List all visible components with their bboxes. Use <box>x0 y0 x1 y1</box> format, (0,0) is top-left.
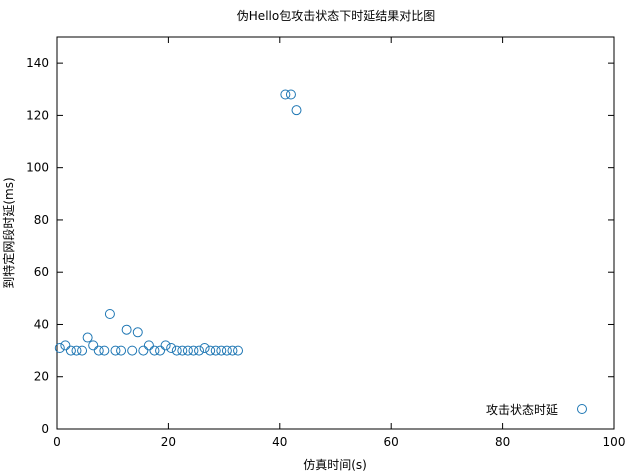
data-point <box>127 345 138 356</box>
data-point <box>291 105 302 116</box>
data-point <box>121 324 132 335</box>
y-tick-label: 20 <box>34 370 49 384</box>
x-tick-label: 0 <box>53 435 61 449</box>
data-point <box>205 345 216 356</box>
data-point <box>188 345 199 356</box>
data-point <box>160 340 171 351</box>
data-point <box>82 332 93 343</box>
data-point <box>143 340 154 351</box>
axis-ticks <box>56 37 615 430</box>
data-point <box>138 345 149 356</box>
legend: 攻击状态时延 <box>486 403 587 417</box>
data-point <box>132 327 143 338</box>
data-point <box>233 345 244 356</box>
data-point <box>54 342 65 353</box>
x-axis-label: 仿真时间(s) <box>303 458 367 472</box>
data-point <box>116 345 127 356</box>
data-point <box>216 345 227 356</box>
x-tick-label: 80 <box>495 435 510 449</box>
data-point <box>221 345 232 356</box>
data-point <box>110 345 121 356</box>
chart-title: 伪Hello包攻击状态下时延结果对比图 <box>237 9 435 23</box>
y-axis-label: 到特定网段时延(ms) <box>1 177 16 288</box>
x-tick-label: 20 <box>161 435 176 449</box>
plot-area-frame <box>56 36 615 430</box>
data-point <box>77 345 88 356</box>
data-point <box>60 340 71 351</box>
x-tick-label: 60 <box>384 435 399 449</box>
data-point <box>285 89 296 100</box>
data-points <box>54 89 302 356</box>
data-point <box>93 345 104 356</box>
data-point <box>71 345 82 356</box>
data-point <box>199 342 210 353</box>
data-point <box>88 340 99 351</box>
data-point <box>149 345 160 356</box>
y-tick-label: 140 <box>26 56 49 70</box>
data-point <box>227 345 238 356</box>
y-tick-label: 60 <box>34 265 49 279</box>
data-point <box>166 342 177 353</box>
y-tick-label: 80 <box>34 213 49 227</box>
y-tick-label: 40 <box>34 317 49 331</box>
y-tick-label: 120 <box>26 108 49 122</box>
data-point <box>280 89 291 100</box>
x-tick-label: 100 <box>603 435 626 449</box>
data-point <box>177 345 188 356</box>
legend-marker <box>577 404 587 414</box>
data-point <box>155 345 166 356</box>
y-tick-label: 100 <box>26 161 49 175</box>
data-point <box>194 345 205 356</box>
data-point <box>104 309 115 320</box>
data-point <box>171 345 182 356</box>
legend-label: 攻击状态时延 <box>486 403 558 417</box>
data-point <box>210 345 221 356</box>
data-point <box>65 345 76 356</box>
data-point <box>99 345 110 356</box>
axis-tick-labels: 0 20 40 60 80 100 0 20 40 60 80 100 120 140 <box>26 56 625 449</box>
data-point <box>182 345 193 356</box>
y-tick-label: 0 <box>41 422 49 436</box>
x-tick-label: 40 <box>272 435 287 449</box>
